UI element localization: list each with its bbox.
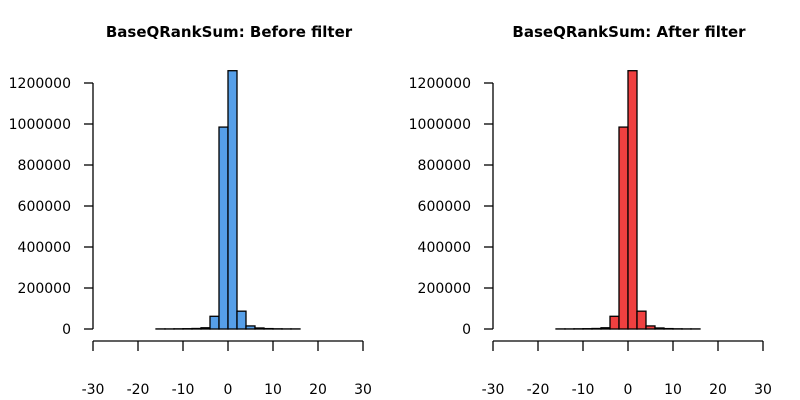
histogram-bar [636,310,647,330]
y-tick-label: 800000 [418,158,471,174]
histogram-bar [600,327,611,330]
histogram-bar [654,327,665,330]
histogram-bar [609,315,620,330]
x-tick-label: 10 [264,382,282,398]
x-tick-label: -20 [127,382,150,398]
y-axis: 0 200000 400000 600000 800000 1000000 1200000 [9,76,94,338]
x-tick-label: -10 [172,382,195,398]
y-tick-label: 1000000 [409,117,471,133]
y-tick-label: 600000 [18,199,71,215]
y-tick-label: 200000 [18,281,71,297]
y-tick-label: 400000 [18,240,71,256]
x-tick-label: -10 [572,382,595,398]
x-tick-label: 20 [309,382,327,398]
histogram-bar [645,325,656,330]
chart-title: BaseQRankSum: After filter [512,23,746,41]
histogram-bar [218,126,229,330]
y-tick-label: 600000 [418,199,471,215]
x-tick-label: -30 [82,382,105,398]
y-tick-label: 0 [462,322,471,338]
x-tick-label: 0 [624,382,633,398]
y-tick-label: 1000000 [9,117,71,133]
x-tick-label: 30 [354,382,372,398]
y-tick-label: 400000 [418,240,471,256]
y-axis: 0 200000 400000 600000 800000 1000000 1200000 [409,76,494,338]
y-tick-label: 200000 [418,281,471,297]
histogram-bar [191,327,202,330]
x-tick-label: -20 [527,382,550,398]
histogram-bar [618,126,629,330]
histogram-bar [254,327,265,330]
x-tick-label: 20 [709,382,727,398]
chart-title: BaseQRankSum: Before filter [106,23,353,41]
x-tick-label: 0 [224,382,233,398]
x-axis: -30 -20 -10 0 10 20 30 [82,340,372,398]
y-tick-label: 1200000 [409,76,471,92]
histogram-bar [245,325,256,330]
histogram-bar [200,327,211,330]
histogram-panel-before-filter: BaseQRankSum: Before filter 0 200000 40000… [9,23,372,398]
bars-group [155,70,301,330]
histogram-bar [209,315,220,330]
y-tick-label: 1200000 [9,76,71,92]
histogram-bar [227,70,238,330]
y-tick-label: 800000 [18,158,71,174]
histogram-bar [236,310,247,330]
bars-group [555,70,701,330]
x-tick-label: -30 [482,382,505,398]
histogram-bar [627,70,638,330]
histogram-bar [591,327,602,330]
histogram-panel-after-filter: BaseQRankSum: After filter 0 200000 400000… [409,23,772,398]
x-tick-label: 30 [754,382,772,398]
x-tick-label: 10 [664,382,682,398]
x-axis: -30 -20 -10 0 10 20 30 [482,340,772,398]
y-tick-label: 0 [62,322,71,338]
